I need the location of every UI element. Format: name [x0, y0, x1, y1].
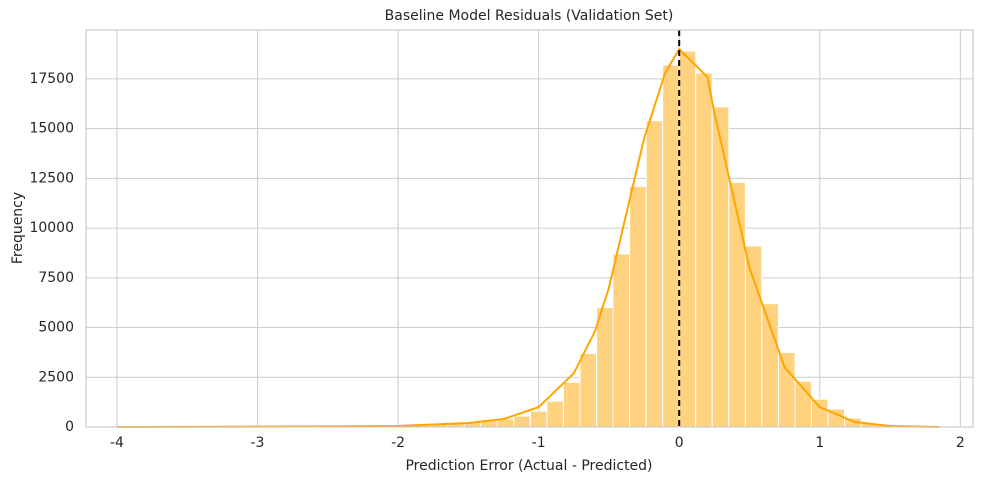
y-tick-label: 2500 [38, 369, 74, 385]
x-tick-label: -1 [532, 435, 546, 451]
bar [811, 399, 828, 427]
bar [663, 65, 680, 427]
y-tick-label: 5000 [38, 320, 74, 336]
chart-title: Baseline Model Residuals (Validation Set… [385, 8, 674, 24]
x-tick-label: 0 [675, 435, 684, 451]
bar [646, 121, 662, 427]
x-tick-label: -2 [391, 435, 405, 451]
bar [630, 186, 647, 427]
bar [762, 304, 779, 427]
x-tick-label: 2 [956, 435, 965, 451]
bar [530, 411, 547, 427]
bar [745, 246, 761, 427]
y-tick-label: 15000 [29, 121, 74, 137]
x-axis-label: Prediction Error (Actual - Predicted) [405, 458, 652, 474]
x-tick-label: -4 [110, 435, 124, 451]
bar [547, 401, 563, 427]
bar [613, 254, 630, 427]
kde-line [117, 49, 939, 427]
y-tick-label: 17500 [29, 71, 74, 87]
bar [712, 107, 729, 427]
bar [514, 416, 530, 427]
bar [679, 51, 696, 427]
x-tick-label: 1 [815, 435, 824, 451]
y-axis-label: Frequency [10, 192, 26, 264]
bar [563, 382, 580, 427]
bar [778, 352, 795, 427]
bar [729, 182, 746, 427]
bar [580, 353, 597, 427]
y-tick-label: 10000 [29, 220, 74, 236]
x-tick-label: -3 [251, 435, 265, 451]
bar [597, 308, 613, 427]
y-tick-label: 0 [65, 419, 74, 435]
y-tick-label: 12500 [29, 170, 74, 186]
y-tick-label: 7500 [38, 270, 74, 286]
bar [696, 73, 712, 427]
